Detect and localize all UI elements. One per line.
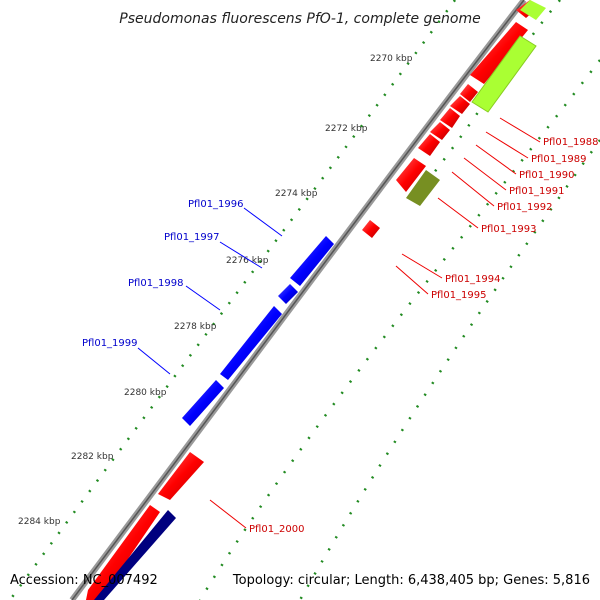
gene-label-pfl01-1989[interactable]: Pfl01_1989	[531, 154, 587, 165]
gene-label-pfl01-1993[interactable]: Pfl01_1993	[481, 224, 537, 235]
gene-feature[interactable]	[440, 108, 460, 128]
gene-label-pfl01-1991[interactable]: Pfl01_1991	[509, 186, 565, 197]
green-feature-light[interactable]	[471, 35, 537, 113]
gene-label-pfl01-1996[interactable]: Pfl01_1996	[188, 199, 244, 210]
gc-dots-inner-2	[298, 139, 600, 600]
gene-feature[interactable]	[278, 284, 298, 304]
scale-tick-2282: 2282 kbp	[71, 452, 114, 462]
green-feature-light-small[interactable]	[520, 0, 546, 20]
gene-feature[interactable]	[418, 134, 440, 156]
scale-dots-outer	[8, 0, 457, 600]
gene-label-pfl01-1990[interactable]: Pfl01_1990	[519, 170, 575, 181]
genome-summary: Topology: circular; Length: 6,438,405 bp…	[232, 573, 590, 588]
gene-feature[interactable]	[396, 158, 426, 192]
scale-tick-2270: 2270 kbp	[370, 54, 413, 64]
gene-feature[interactable]	[290, 236, 334, 286]
scale-tick-2284: 2284 kbp	[18, 517, 61, 527]
gene-feature[interactable]	[362, 220, 380, 238]
gene-label-pfl01-1992[interactable]: Pfl01_1992	[497, 202, 553, 213]
scale-tick-2278: 2278 kbp	[174, 322, 217, 332]
gene-label-pfl01-1999[interactable]: Pfl01_1999	[82, 338, 138, 349]
dark-blue-feature[interactable]	[94, 510, 176, 600]
gc-dots-inner-1	[198, 59, 600, 600]
gene-feature[interactable]	[450, 96, 470, 114]
gene-feature[interactable]	[220, 306, 282, 380]
map-title: Pseudomonas fluorescens PfO-1, complete …	[119, 11, 480, 27]
gene-feature[interactable]	[182, 380, 224, 426]
gc-dots-inner-3	[419, 0, 561, 191]
gene-label-pfl01-1994[interactable]: Pfl01_1994	[445, 274, 501, 285]
gene-feature[interactable]	[158, 452, 204, 500]
green-features	[406, 0, 546, 206]
gene-label-pfl01-2000[interactable]: Pfl01_2000	[249, 524, 305, 535]
reverse-gene-labels: Pfl01_1996 Pfl01_1997 Pfl01_1998 Pfl01_1…	[82, 199, 283, 375]
gene-feature[interactable]	[460, 84, 478, 102]
genome-backbone	[69, 0, 527, 600]
scale-tick-2280: 2280 kbp	[124, 388, 167, 398]
reverse-genes	[94, 236, 334, 600]
scale-tick-2274: 2274 kbp	[275, 189, 318, 199]
gene-label-pfl01-1988[interactable]: Pfl01_1988	[543, 137, 599, 148]
gene-feature[interactable]	[86, 505, 160, 600]
forward-gene-labels: Pfl01_1988 Pfl01_1989 Pfl01_1990 Pfl01_1…	[209, 117, 599, 535]
gene-label-pfl01-1998[interactable]: Pfl01_1998	[128, 278, 184, 289]
forward-genes-top	[86, 0, 540, 600]
accession-label: Accession: NC_007492	[10, 573, 158, 588]
gene-feature[interactable]	[430, 122, 450, 140]
scale-tick-labels: 2270 kbp 2272 kbp 2274 kbp 2276 kbp 2278…	[18, 54, 413, 527]
gene-feature[interactable]	[470, 22, 528, 84]
scale-tick-2276: 2276 kbp	[226, 256, 269, 266]
scale-tick-2272: 2272 kbp	[325, 124, 368, 134]
gene-label-pfl01-1997[interactable]: Pfl01_1997	[164, 232, 220, 243]
gene-label-pfl01-1995[interactable]: Pfl01_1995	[431, 290, 487, 301]
green-feature-dark[interactable]	[406, 170, 440, 206]
